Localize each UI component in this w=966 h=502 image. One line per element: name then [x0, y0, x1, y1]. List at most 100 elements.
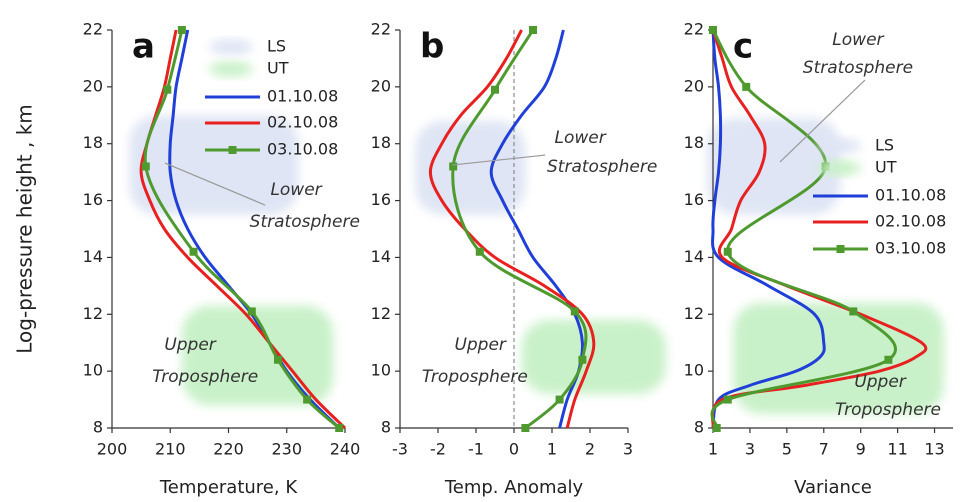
- y-tick-label: 10: [83, 361, 103, 380]
- marker: [723, 395, 732, 404]
- marker: [849, 307, 858, 316]
- y-tick-label: 16: [83, 190, 103, 209]
- panel-label: b: [420, 27, 444, 67]
- series-line: [143, 29, 341, 430]
- marker: [742, 82, 751, 91]
- legend-label: 03.10.08: [267, 140, 338, 159]
- legend-label: 01.10.08: [267, 87, 338, 106]
- y-tick-label: 16: [684, 190, 704, 209]
- legend-marker: [836, 245, 845, 253]
- legend-label: UT: [267, 59, 289, 78]
- x-tick-label: 240: [330, 440, 361, 459]
- legend-label: 01.10.08: [875, 186, 946, 205]
- annotation: Lower: [555, 128, 607, 148]
- annotation: Stratosphere: [803, 58, 913, 78]
- marker: [475, 247, 484, 256]
- marker: [189, 247, 198, 256]
- y-tick-label: 12: [371, 304, 391, 323]
- x-tick-label: 220: [213, 440, 244, 459]
- x-tick-label: 13: [924, 440, 944, 459]
- marker: [555, 395, 564, 404]
- y-tick-label: 18: [684, 133, 704, 152]
- y-tick-label: 22: [371, 20, 391, 39]
- y-axis-label: Log-pressure height , km: [13, 104, 37, 354]
- x-tick-label: 200: [97, 440, 128, 459]
- x-tick-label: 230: [271, 440, 302, 459]
- marker: [529, 26, 537, 34]
- y-tick-label: 8: [694, 418, 704, 437]
- x-axis-label: Temperature, K: [159, 477, 298, 498]
- y-tick-label: 16: [371, 190, 391, 209]
- region: [521, 319, 666, 394]
- marker: [177, 26, 186, 34]
- leader-line: [779, 79, 866, 163]
- x-tick-label: -2: [430, 440, 446, 459]
- marker: [335, 424, 344, 432]
- annotation: Upper: [854, 372, 906, 392]
- marker: [163, 85, 172, 94]
- marker: [709, 26, 717, 34]
- annotation: Upper: [454, 335, 506, 355]
- marker: [491, 85, 499, 94]
- annotation: Stratosphere: [547, 157, 657, 177]
- annotation: Lower: [832, 30, 884, 50]
- marker: [449, 162, 458, 171]
- x-tick-label: 2: [585, 440, 595, 459]
- x-axis-label: Variance: [794, 477, 872, 498]
- x-tick-label: 210: [155, 440, 186, 459]
- panel-label: a: [132, 27, 155, 67]
- marker: [274, 355, 283, 364]
- x-tick-label: 1: [547, 440, 557, 459]
- marker: [303, 395, 312, 404]
- x-tick-label: 5: [782, 440, 792, 459]
- x-tick-label: 9: [856, 440, 866, 459]
- annotation: Stratosphere: [250, 212, 360, 232]
- legend-label: 03.10.08: [875, 239, 946, 258]
- marker: [884, 355, 893, 364]
- series-line: [711, 29, 826, 429]
- legend-label: LS: [875, 136, 894, 155]
- marker: [570, 307, 579, 316]
- legend-label: UT: [875, 158, 897, 177]
- legend-swatch: [817, 160, 861, 176]
- y-tick-label: 14: [83, 247, 103, 266]
- marker: [712, 424, 721, 432]
- marker: [578, 355, 587, 364]
- series-line: [710, 29, 897, 429]
- y-tick-label: 8: [381, 418, 391, 437]
- x-tick-label: 3: [623, 440, 633, 459]
- legend-label: 02.10.08: [267, 113, 338, 132]
- x-tick-label: 11: [887, 440, 907, 459]
- x-tick-label: 0: [509, 440, 519, 459]
- x-tick-label: -3: [392, 440, 408, 459]
- leader-line: [451, 154, 546, 166]
- annotation: Troposphere: [835, 400, 941, 420]
- legend-label: LS: [267, 37, 286, 56]
- y-tick-label: 14: [371, 247, 391, 266]
- y-tick-label: 14: [684, 247, 704, 266]
- x-tick-label: 1: [708, 440, 718, 459]
- series-line: [451, 29, 588, 430]
- legend-marker: [228, 146, 237, 154]
- legend-swatch: [209, 61, 253, 77]
- y-tick-label: 12: [684, 304, 704, 323]
- y-tick-label: 22: [684, 20, 704, 39]
- y-tick-label: 18: [371, 133, 391, 152]
- legend-swatch: [817, 138, 861, 154]
- marker: [521, 424, 530, 432]
- y-tick-label: 12: [83, 304, 103, 323]
- y-tick-label: 10: [684, 361, 704, 380]
- y-tick-label: 22: [83, 20, 103, 39]
- annotation: Upper: [164, 335, 216, 355]
- series-line: [139, 29, 347, 430]
- x-axis-label: Temp. Anomaly: [444, 477, 584, 498]
- x-tick-label: 3: [745, 440, 755, 459]
- marker: [141, 162, 150, 171]
- annotation: Troposphere: [152, 367, 258, 387]
- leader-line: [164, 162, 266, 206]
- legend-swatch: [209, 39, 253, 55]
- y-tick-label: 20: [371, 76, 391, 95]
- y-tick-label: 8: [93, 418, 103, 437]
- marker: [723, 247, 732, 256]
